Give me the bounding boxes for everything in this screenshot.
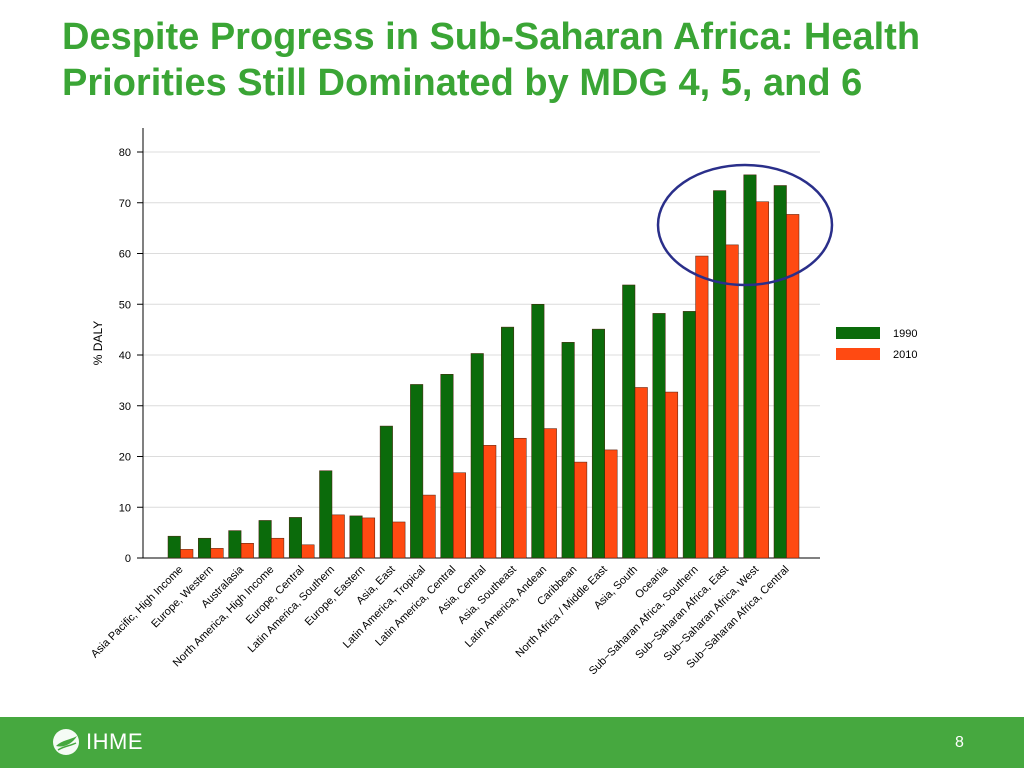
bar-1990-11 [501, 326, 515, 559]
bar-2010-16 [665, 391, 679, 559]
y-tick-label: 70 [119, 198, 131, 210]
bar-1990-7 [379, 425, 393, 559]
bar-2010-2 [240, 543, 254, 559]
legend-label-2010: 2010 [893, 349, 917, 361]
bar-2010-10 [483, 445, 497, 559]
bar-1990-9 [440, 374, 454, 559]
logo-text: IHME [86, 729, 143, 754]
legend-swatch-1990 [836, 327, 880, 339]
bar-2010-20 [786, 214, 800, 559]
bar-2010-14 [604, 449, 618, 559]
page-number: 8 [955, 734, 964, 751]
bar-1990-16 [652, 313, 666, 559]
bar-1990-1 [198, 537, 212, 559]
bar-2010-18 [725, 244, 739, 559]
bar-2010-7 [392, 521, 406, 559]
bar-1990-19 [743, 174, 757, 559]
legend-label-1990: 1990 [893, 328, 917, 340]
bar-2010-5 [331, 514, 345, 559]
y-tick-label: 50 [119, 299, 131, 311]
bar-1990-10 [470, 353, 484, 559]
bar-2010-11 [513, 437, 527, 559]
legend-swatch-2010 [836, 348, 880, 360]
bar-2010-17 [695, 255, 709, 559]
bar-2010-19 [755, 201, 769, 559]
bar-1990-3 [258, 520, 272, 559]
bar-1990-17 [682, 311, 696, 559]
highlight-ellipse [656, 163, 834, 287]
ihme-logo: IHME [52, 727, 143, 757]
bar-1990-5 [319, 470, 333, 559]
bar-1990-15 [622, 284, 636, 559]
footer-bar: IHME 8 [0, 717, 1024, 768]
bar-2010-13 [574, 461, 588, 559]
legend: 1990 2010 [836, 327, 917, 361]
bar-2010-0 [180, 549, 194, 559]
bar-1990-13 [561, 342, 575, 559]
bar-2010-4 [301, 544, 315, 559]
y-tick-label: 30 [119, 401, 131, 413]
bars [167, 174, 800, 559]
bar-2010-12 [543, 428, 557, 559]
bar-1990-2 [228, 530, 242, 559]
y-tick-label: 0 [125, 553, 131, 565]
y-tick-labels: 0 10 20 30 40 50 60 70 80 [119, 147, 131, 565]
y-tick-label: 60 [119, 249, 131, 261]
y-tick-label: 20 [119, 452, 131, 464]
bar-1990-18 [713, 190, 727, 559]
bar-1990-6 [349, 515, 363, 559]
bar-2010-15 [634, 387, 648, 559]
bar-2010-6 [362, 517, 376, 559]
bar-2010-8 [422, 494, 436, 559]
y-tick-label: 40 [119, 350, 131, 362]
bar-2010-1 [210, 548, 224, 559]
bar-1990-14 [591, 328, 605, 559]
bar-1990-4 [288, 517, 302, 559]
y-tick-label: 10 [119, 502, 131, 514]
bar-1990-8 [410, 384, 424, 559]
bar-2010-9 [452, 472, 466, 559]
bar-2010-3 [271, 537, 285, 559]
bar-1990-0 [167, 535, 181, 559]
y-tick-label: 80 [119, 147, 131, 159]
bar-chart: 0 10 20 30 40 50 60 70 80 Asia Pacific, High Inc… [89, 128, 917, 677]
bar-1990-12 [531, 304, 545, 559]
bar-1990-20 [773, 185, 787, 559]
slide-title: Despite Progress in Sub-Saharan Africa: … [62, 16, 921, 104]
y-axis-label: % DALY [91, 321, 105, 365]
ihme-leaf-icon [53, 729, 79, 755]
